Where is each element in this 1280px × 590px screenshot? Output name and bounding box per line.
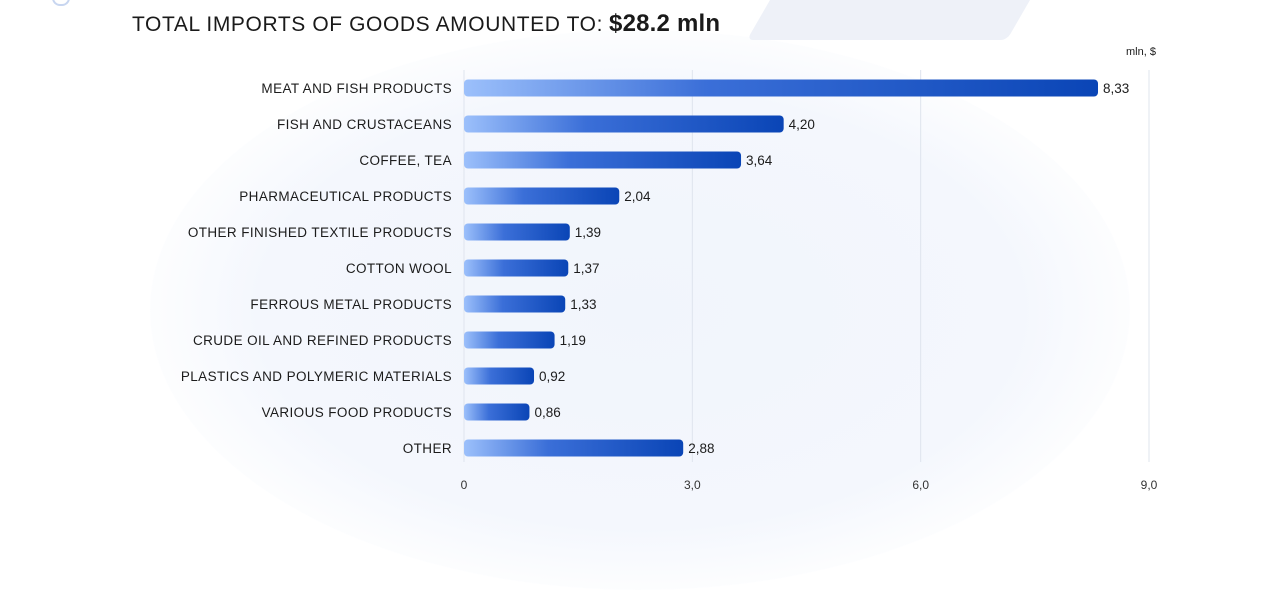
bar [464,115,784,133]
value-label: 1,19 [560,333,586,348]
category-label: COFFEE, TEA [359,153,452,168]
chart-title: TOTAL IMPORTS OF GOODS AMOUNTED TO: $28.2… [132,10,720,38]
bar [464,367,535,385]
bar [464,187,620,205]
value-label: 8,33 [1103,81,1129,96]
bar [464,439,684,457]
category-label: PHARMACEUTICAL PRODUCTS [239,189,452,204]
category-label: CRUDE OIL AND REFINED PRODUCTS [193,333,452,348]
value-label: 0,86 [534,405,560,420]
category-label: FERROUS METAL PRODUCTS [250,297,452,312]
category-label: MEAT AND FISH PRODUCTS [261,81,452,96]
value-label: 2,04 [624,189,651,204]
value-label: 4,20 [789,117,815,132]
x-tick-label: 0 [461,478,468,492]
bar [464,223,570,241]
category-label: OTHER [403,441,452,456]
value-label: 1,37 [573,261,599,276]
labels-layer: 0 3,0 6,0 9,0 MEAT AND FISH PRODUCTS 8,33 FISH… [181,81,1158,492]
bars-layer [464,79,1099,457]
category-label: VARIOUS FOOD PRODUCTS [262,405,452,420]
value-label: 0,92 [539,369,565,384]
unit-label: mln, $ [1126,46,1156,58]
value-label: 3,64 [746,153,773,168]
bar [464,331,555,349]
x-tick-label: 6,0 [912,478,929,492]
category-label: COTTON WOOL [346,261,452,276]
total-amount: $28.2 mln [609,10,721,37]
bar [464,295,566,313]
x-tick-label: 9,0 [1141,478,1158,492]
grid-layer [463,70,1150,462]
bar [464,151,742,169]
x-tick-label: 3,0 [684,478,701,492]
title-text: TOTAL IMPORTS OF GOODS AMOUNTED TO: [132,13,604,36]
bar [464,403,530,421]
value-label: 2,88 [688,441,714,456]
bar-chart: 0 3,0 6,0 9,0 MEAT AND FISH PRODUCTS 8,33 FISH… [181,70,1158,492]
value-label: 1,33 [570,297,596,312]
bar [464,79,1099,97]
category-label: PLASTICS AND POLYMERIC MATERIALS [181,369,452,384]
category-label: FISH AND CRUSTACEANS [277,117,452,132]
value-label: 1,39 [575,225,601,240]
category-label: OTHER FINISHED TEXTILE PRODUCTS [188,225,452,240]
bar [464,259,569,277]
